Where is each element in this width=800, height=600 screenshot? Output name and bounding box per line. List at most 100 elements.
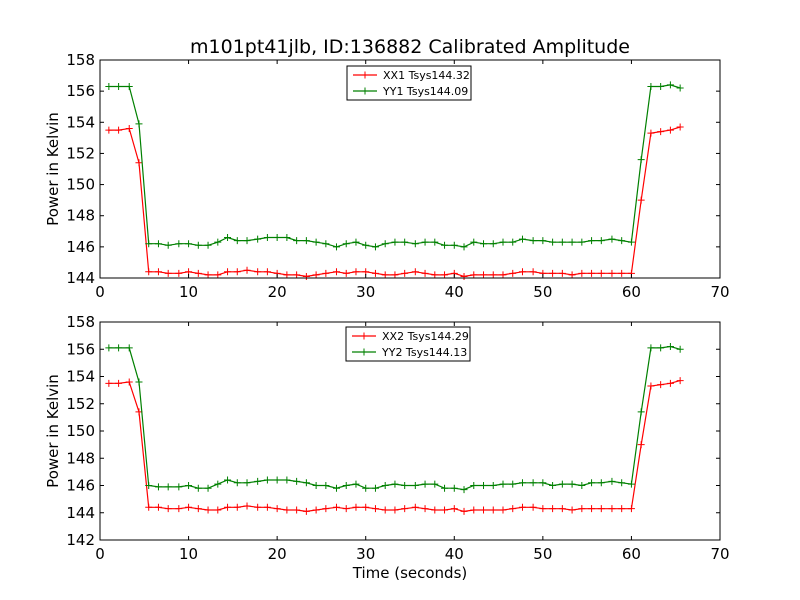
data-point xyxy=(588,269,596,277)
data-point xyxy=(352,503,360,511)
x-tick-label: 70 xyxy=(710,545,729,563)
data-point xyxy=(529,268,537,276)
legend-label: YY1 Tsys144.09 xyxy=(382,85,468,98)
data-point xyxy=(637,408,645,416)
data-point xyxy=(332,484,340,492)
data-point xyxy=(263,268,271,276)
data-point xyxy=(175,483,183,491)
data-point xyxy=(470,482,478,489)
data-point xyxy=(509,480,517,488)
data-point xyxy=(362,503,370,511)
data-point xyxy=(627,480,635,488)
data-point xyxy=(597,237,605,245)
data-point xyxy=(254,477,262,485)
data-point xyxy=(450,484,458,492)
top-legend: XX1 Tsys144.32 YY1 Tsys144.09 xyxy=(346,65,472,101)
data-point xyxy=(441,506,449,514)
data-point xyxy=(568,506,576,514)
data-point xyxy=(312,271,320,279)
data-point xyxy=(362,241,370,249)
data-point xyxy=(352,480,360,488)
top-y-axis-title: Power in Kelvin xyxy=(44,112,62,226)
data-point xyxy=(529,479,537,487)
data-point xyxy=(509,269,517,277)
data-point xyxy=(470,271,478,279)
x-tick-label: 50 xyxy=(533,283,552,301)
data-point xyxy=(204,271,212,279)
data-point xyxy=(204,484,212,492)
bottom-series-yy2 xyxy=(105,343,684,494)
data-point xyxy=(676,84,684,92)
data-point xyxy=(391,480,399,488)
data-point xyxy=(568,271,576,279)
top-series-yy1 xyxy=(105,81,684,251)
data-point xyxy=(597,269,605,277)
data-point xyxy=(509,238,517,246)
data-point xyxy=(283,234,291,242)
data-point xyxy=(618,269,626,277)
data-point xyxy=(401,238,409,246)
data-point xyxy=(312,482,320,489)
y-tick-label: 152 xyxy=(66,395,95,413)
data-point xyxy=(233,479,241,487)
y-tick-label: 154 xyxy=(66,368,95,386)
data-point xyxy=(185,482,193,489)
x-tick-label: 50 xyxy=(533,545,552,563)
data-point xyxy=(558,269,566,277)
data-point xyxy=(214,480,222,488)
data-point xyxy=(480,271,488,279)
data-point xyxy=(273,234,281,242)
x-tick-label: 20 xyxy=(268,545,287,563)
data-point xyxy=(568,238,576,246)
x-tick-label: 30 xyxy=(356,545,375,563)
data-point xyxy=(233,268,241,276)
data-point xyxy=(164,505,172,513)
data-point xyxy=(558,505,566,513)
data-point xyxy=(489,506,497,514)
y-tick-label: 158 xyxy=(66,51,95,69)
data-point xyxy=(529,237,537,245)
data-point xyxy=(115,344,123,352)
data-point xyxy=(263,476,271,484)
data-point xyxy=(381,240,389,248)
data-point xyxy=(391,506,399,514)
data-point xyxy=(302,507,310,515)
data-point xyxy=(214,238,222,246)
data-point xyxy=(185,503,193,511)
data-point xyxy=(322,240,330,248)
data-point xyxy=(480,506,488,514)
y-tick-label: 142 xyxy=(66,531,95,549)
data-point xyxy=(460,243,468,251)
data-point xyxy=(460,486,468,494)
top-axes-frame xyxy=(99,59,721,279)
data-point xyxy=(539,237,547,245)
data-point xyxy=(224,503,232,511)
data-point xyxy=(411,503,419,511)
legend-label: XX2 Tsys144.29 xyxy=(382,330,469,343)
data-point xyxy=(450,505,458,513)
x-tick-label: 0 xyxy=(95,283,105,301)
data-point xyxy=(293,237,301,245)
data-point xyxy=(608,505,616,513)
data-point xyxy=(470,238,478,246)
data-point xyxy=(175,269,183,277)
data-point xyxy=(154,240,162,248)
data-point xyxy=(421,238,429,246)
data-point xyxy=(233,237,241,245)
data-point xyxy=(194,269,202,277)
data-point xyxy=(618,479,626,487)
data-point xyxy=(637,196,645,204)
data-point xyxy=(588,505,596,513)
data-point xyxy=(637,441,645,449)
data-point xyxy=(489,482,497,489)
y-tick-label: 150 xyxy=(66,422,95,440)
data-point xyxy=(371,505,379,513)
data-point xyxy=(381,271,389,279)
y-tick-label: 146 xyxy=(66,477,95,495)
data-point xyxy=(283,476,291,484)
data-point xyxy=(401,269,409,277)
x-tick-label: 30 xyxy=(356,283,375,301)
data-point xyxy=(509,505,517,513)
y-tick-label: 146 xyxy=(66,238,95,256)
data-point xyxy=(135,378,143,386)
